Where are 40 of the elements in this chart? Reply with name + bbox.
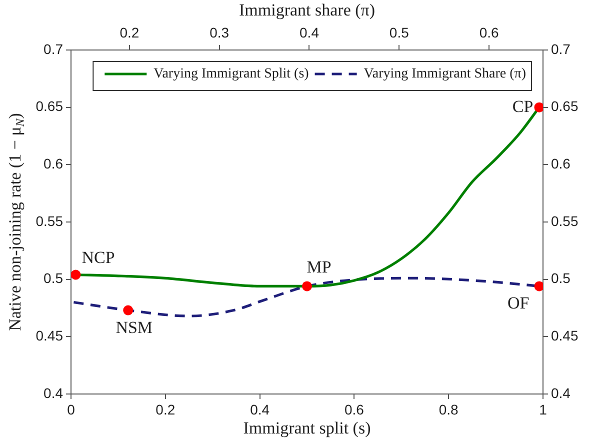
x2-tick-label: 0.3 xyxy=(210,24,230,40)
x2-tick-label: 0.6 xyxy=(479,24,499,40)
y-axis-title: Native non-joining rate (1 − μN) xyxy=(5,113,28,331)
y-tick-label: 0.65 xyxy=(36,98,64,114)
y2-tick-label: 0.55 xyxy=(551,212,578,229)
x2-tick-label: 0.4 xyxy=(300,24,320,40)
legend-label: Varying Immigrant Share (π) xyxy=(364,66,526,82)
y-tick-label: 0.45 xyxy=(36,328,64,344)
y2-tick-label: 0.6 xyxy=(551,156,571,172)
y2-tick-label: 0.65 xyxy=(551,98,578,114)
x-tick-label: 0.8 xyxy=(438,401,459,418)
point xyxy=(534,102,543,112)
x2-tick-label: 0.5 xyxy=(389,24,410,40)
x-tick-label: 1 xyxy=(539,401,548,418)
annotation: MP xyxy=(306,258,332,277)
y-tick-label: 0.6 xyxy=(44,156,64,172)
legend-label: Varying Immigrant Split (s) xyxy=(154,66,310,82)
annotation: OF xyxy=(507,294,530,313)
y2-tick-label: 0.4 xyxy=(551,384,571,401)
x-tick-label: 0.2 xyxy=(156,401,176,418)
y-tick-label: 0.4 xyxy=(44,384,64,401)
y-tick-label: 0.55 xyxy=(36,212,64,229)
x-axis-title: Immigrant split (s) xyxy=(243,418,371,438)
y2-tick-label: 0.7 xyxy=(551,40,571,57)
point xyxy=(534,281,543,292)
point xyxy=(302,281,312,292)
y-tick-label: 0.7 xyxy=(44,40,64,57)
y-tick-label: 0.5 xyxy=(44,270,64,286)
x-tick-label: 0 xyxy=(67,401,76,418)
y2-tick-label: 0.45 xyxy=(551,328,578,344)
x-tick-label: 0.4 xyxy=(250,401,270,418)
x-tick-label: 0.6 xyxy=(344,401,364,418)
annotation: NSM xyxy=(116,318,153,337)
x2-axis-title: Immigrant share (π) xyxy=(238,0,376,20)
annotation: NCP xyxy=(82,248,115,268)
y2-tick-label: 0.5 xyxy=(551,270,571,286)
point xyxy=(123,305,134,316)
x2-tick-label: 0.2 xyxy=(120,24,140,40)
point xyxy=(71,270,81,280)
annotation: CP xyxy=(512,96,534,116)
